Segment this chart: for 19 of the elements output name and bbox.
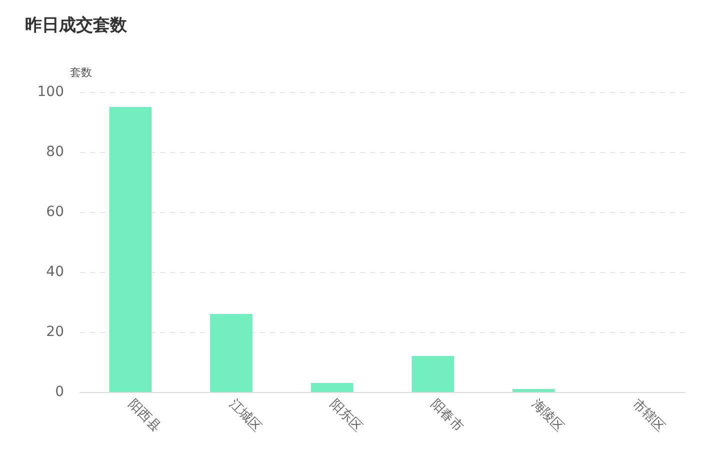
y-tick-label: 80 xyxy=(46,144,64,160)
bar xyxy=(512,389,555,392)
y-axis-title: 套数 xyxy=(70,66,92,79)
x-tick-label: 阳春市 xyxy=(428,396,466,435)
y-tick-label: 40 xyxy=(46,264,64,280)
y-tick-label: 60 xyxy=(46,204,64,220)
x-tick-label: 阳东区 xyxy=(326,396,365,435)
x-tick-label: 市辖区 xyxy=(629,396,668,435)
bar xyxy=(109,107,152,392)
y-tick-label: 0 xyxy=(55,384,64,400)
x-tick-label: 海陵区 xyxy=(528,396,567,435)
x-tick-label: 江城区 xyxy=(226,396,264,435)
bar xyxy=(310,383,354,392)
x-tick-label: 阳西县 xyxy=(125,396,164,435)
y-tick-label: 100 xyxy=(37,84,64,100)
bar xyxy=(412,356,454,392)
y-tick-label: 20 xyxy=(46,324,64,340)
bar xyxy=(210,314,252,392)
chart-title: 昨日成交套数 xyxy=(25,16,128,36)
